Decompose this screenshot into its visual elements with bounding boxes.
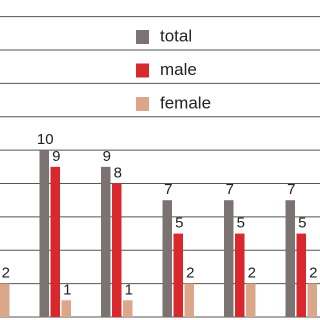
- data-label: 10: [37, 131, 54, 148]
- data-label: 7: [226, 181, 234, 198]
- bar: [101, 166, 111, 317]
- legend-label: female: [160, 93, 211, 112]
- bar: [224, 200, 234, 317]
- data-label: 7: [164, 181, 172, 198]
- bar: [173, 233, 183, 317]
- data-label: 5: [298, 215, 306, 232]
- legend-swatch: [136, 63, 149, 78]
- data-label: 2: [2, 265, 10, 282]
- data-label: 8: [114, 164, 122, 181]
- data-label: 5: [175, 215, 183, 232]
- bar: [50, 166, 60, 317]
- data-label: 1: [125, 281, 133, 298]
- data-label: 5: [237, 215, 245, 232]
- bar: [307, 283, 317, 317]
- legend-swatch: [136, 30, 149, 44]
- data-label: 2: [248, 265, 256, 282]
- legend-label: total: [160, 26, 192, 45]
- bar: [235, 233, 245, 317]
- bar: [123, 300, 133, 317]
- bar: [112, 183, 122, 317]
- legend-label: male: [160, 60, 197, 79]
- data-label: 7: [287, 181, 295, 198]
- bar: [162, 200, 172, 317]
- data-label: 9: [52, 148, 60, 165]
- data-label: 2: [186, 265, 194, 282]
- data-label: 1: [63, 281, 71, 298]
- legend-swatch: [136, 97, 149, 111]
- bar: [285, 200, 295, 317]
- data-label: 9: [103, 148, 111, 165]
- bar: [184, 283, 194, 317]
- data-label: 2: [309, 265, 317, 282]
- bar: [61, 300, 71, 317]
- bar: [39, 150, 49, 317]
- bar: [0, 283, 10, 317]
- bar: [246, 283, 256, 317]
- bar: [296, 233, 306, 317]
